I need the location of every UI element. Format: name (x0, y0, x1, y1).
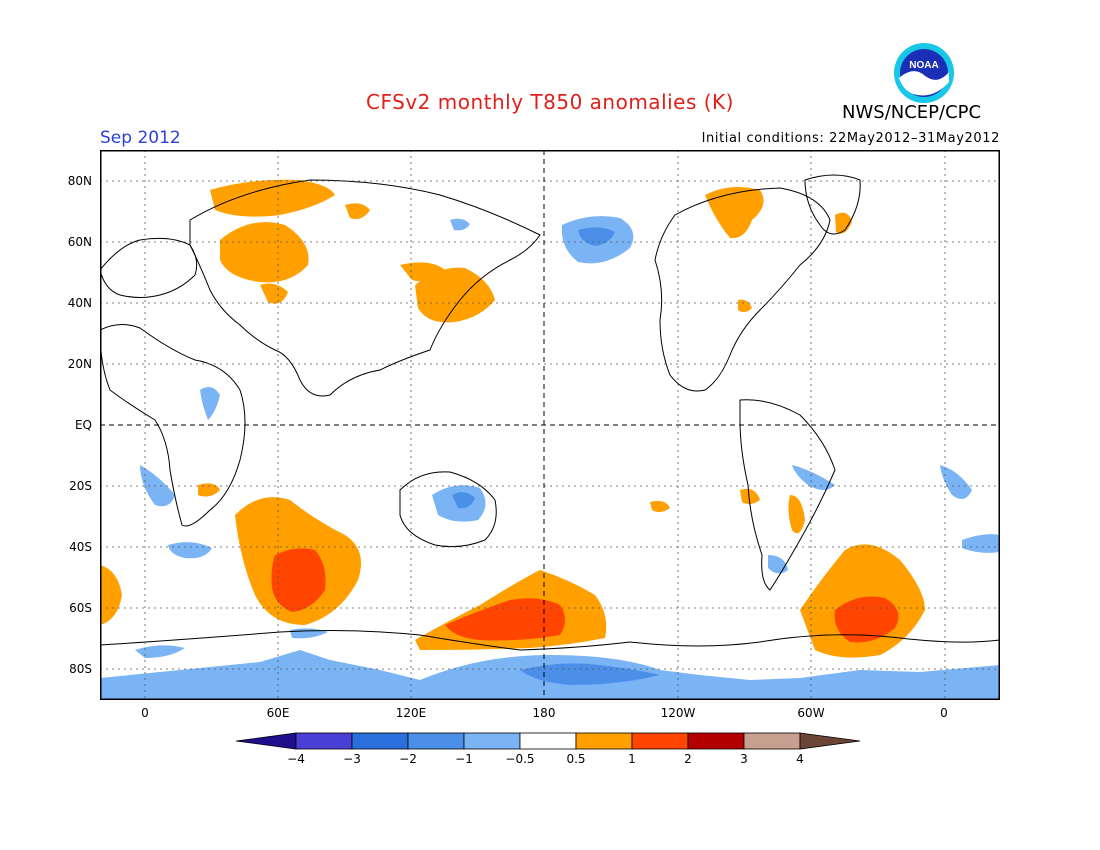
lon-label: 120W (660, 706, 696, 720)
equator-dateline (100, 150, 1000, 700)
neg-core-ross (520, 663, 660, 685)
coast-australia (399, 471, 497, 548)
map-title: CFSv2 monthly T850 anomalies (K) (366, 90, 734, 114)
neg-region-east-se (962, 534, 1000, 553)
pos-region-atl-n (835, 212, 852, 234)
lon-label: 60E (266, 706, 290, 720)
neg-region-w-africa (200, 386, 220, 420)
neg-region-sub-ant-w (135, 645, 185, 658)
lat-label: 60N (67, 235, 92, 249)
coast-africa (100, 324, 246, 527)
coast-europe (100, 237, 198, 298)
coastlines (100, 174, 1000, 651)
coast-n-america (654, 187, 831, 392)
coast-asia (189, 179, 541, 397)
initial-conditions: Initial conditions: 22May2012–31May2012 (701, 131, 1000, 146)
lat-label: 20S (69, 479, 92, 493)
pos-core-s-pacific (445, 598, 565, 641)
colorbar-label: 2 (684, 752, 692, 766)
colorbar-label: −4 (287, 752, 305, 766)
pos-region-greenland (705, 186, 764, 239)
colorbar-label: 3 (740, 752, 748, 766)
lon-label: 60W (797, 706, 825, 720)
colorbar (236, 732, 861, 750)
lon-label: 0 (940, 706, 948, 720)
pos-region-s-amer (788, 495, 805, 534)
colorbar-label: −2 (399, 752, 417, 766)
pos-core-s-indian (271, 548, 326, 612)
coast-greenland (804, 174, 861, 235)
pos-region-siberia (210, 179, 335, 217)
colorbar-label: 0.5 (566, 752, 586, 766)
lat-label: 60S (69, 601, 92, 615)
agency-label: NWS/NCEP/CPC (842, 102, 982, 123)
colorbar-label: −0.5 (505, 752, 535, 766)
lat-label: 80N (67, 174, 92, 188)
noaa-logo-text: NOAA (909, 60, 938, 71)
noaa-logo: NOAA (893, 42, 955, 104)
lon-label: 0 (141, 706, 149, 720)
pos-region-w-pac-small (345, 203, 370, 219)
pos-region-japan (415, 267, 495, 323)
lat-label: 40N (67, 296, 92, 310)
graticule (100, 150, 1000, 700)
lat-label: 20N (67, 357, 92, 371)
neg-core-bering (578, 227, 615, 246)
neg-core-australia (452, 492, 475, 509)
pos-region-e-pac (650, 500, 670, 513)
colorbar-label: −1 (455, 752, 473, 766)
pos-region-w-europe (100, 565, 122, 625)
positive-anomaly-core (271, 548, 899, 643)
pos-region-se-pac-small (740, 488, 760, 505)
lon-label: 180 (532, 706, 556, 720)
coast-s-america (739, 399, 836, 591)
pos-region-madagascar (198, 483, 220, 497)
colorbar-label: −3 (343, 752, 361, 766)
valid-month: Sep 2012 (100, 128, 181, 148)
lat-label: 40S (69, 540, 92, 554)
neg-region-n-pac-small (450, 218, 470, 231)
pos-region-central-asia (220, 222, 309, 283)
neg-region-s-indian (168, 542, 212, 559)
lat-label: EQ (74, 418, 92, 432)
colorbar-label: 4 (796, 752, 804, 766)
colorbar-label: 1 (628, 752, 636, 766)
pos-region-caspian (260, 283, 288, 304)
neg-region-s-pac-east (792, 465, 835, 490)
lon-label: 120E (395, 706, 427, 720)
neg-region-sw-atl (940, 465, 972, 499)
negative-anomaly-core (452, 227, 660, 685)
lat-label: 80S (69, 662, 92, 676)
anomaly-map (100, 150, 1000, 700)
coast-antarctica (100, 630, 1000, 651)
neg-region-s-atlantic (140, 465, 175, 507)
